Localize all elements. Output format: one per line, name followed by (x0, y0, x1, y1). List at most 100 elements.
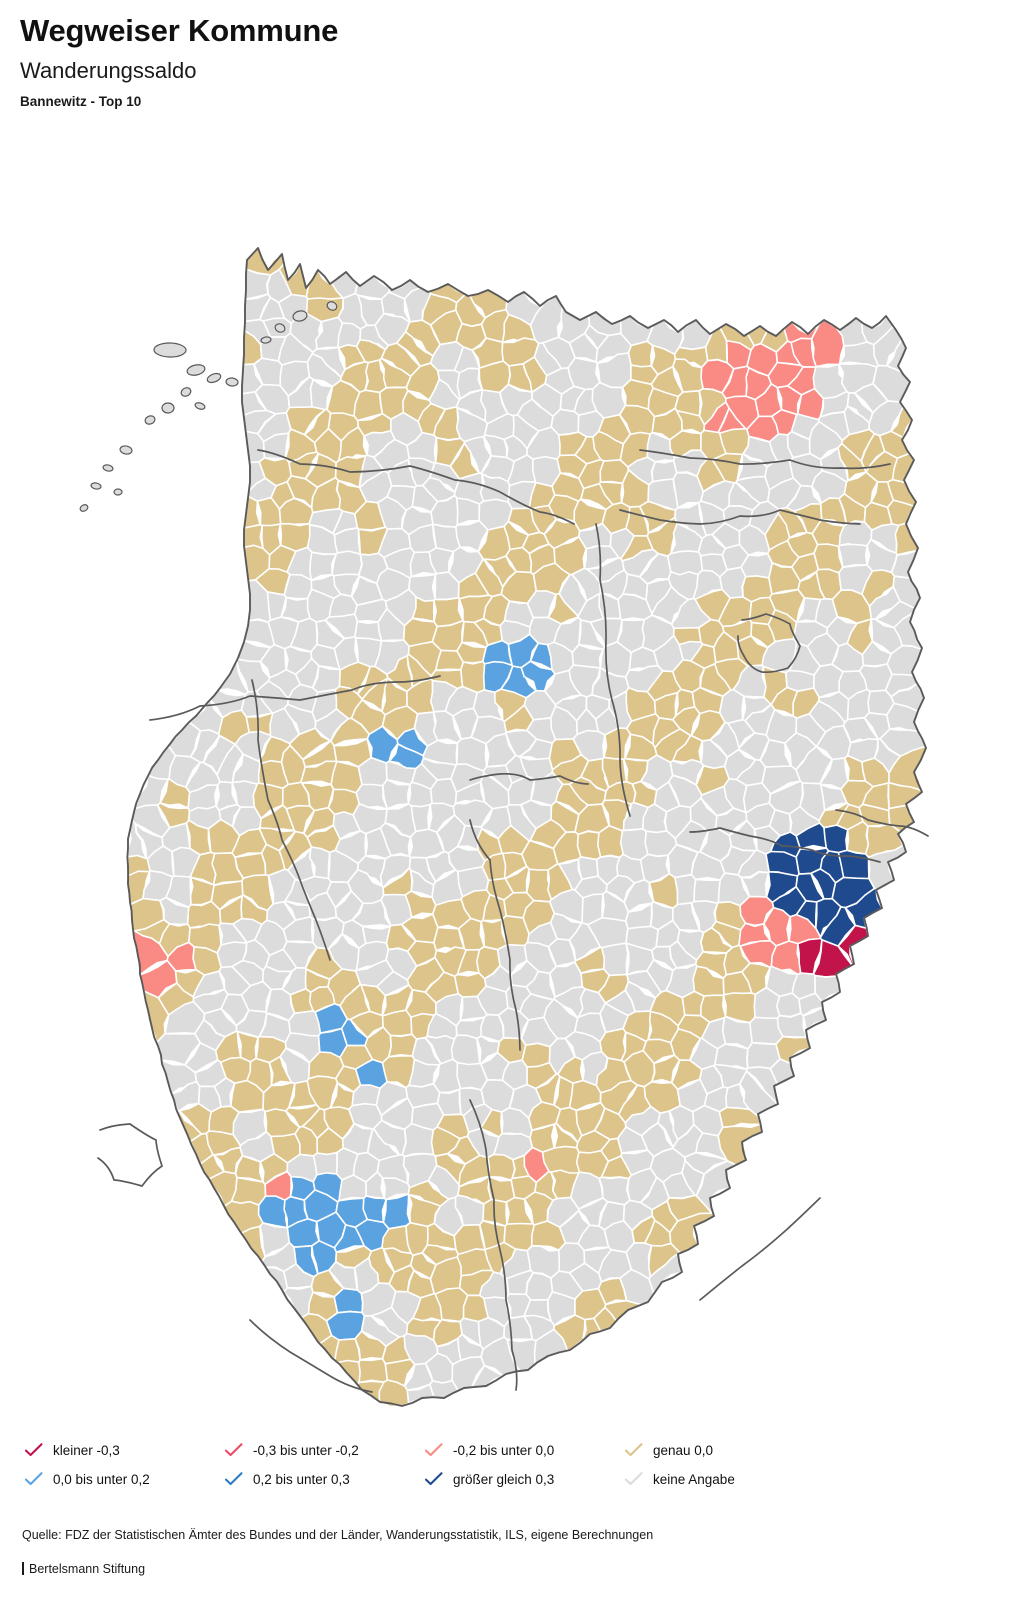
map-district[interactable] (351, 899, 392, 928)
map-district[interactable] (328, 1261, 359, 1291)
map-district[interactable] (337, 426, 368, 462)
map-district[interactable] (164, 1000, 206, 1035)
map-district[interactable] (378, 1379, 410, 1408)
map-district[interactable] (381, 1177, 411, 1201)
map-district[interactable] (837, 442, 867, 482)
map-district[interactable] (598, 481, 624, 506)
map-district[interactable] (396, 727, 429, 757)
map-district[interactable] (808, 420, 844, 461)
germany-choropleth-map[interactable] (0, 120, 1024, 1420)
map-district[interactable] (455, 519, 489, 553)
map-district[interactable] (361, 677, 388, 713)
map-district[interactable] (379, 854, 412, 889)
map-district[interactable] (411, 596, 435, 623)
map-district[interactable] (456, 497, 481, 526)
map-district[interactable] (428, 547, 455, 575)
map-district[interactable] (186, 900, 222, 929)
map-district[interactable] (282, 940, 318, 969)
map-district[interactable] (278, 497, 314, 526)
map-district[interactable] (868, 585, 901, 621)
map-district[interactable] (838, 520, 873, 549)
legend-item-00-02[interactable]: 0,0 bis unter 0,2 (24, 1471, 224, 1487)
map-district[interactable] (837, 849, 870, 882)
map-district[interactable] (333, 1287, 364, 1314)
map-district[interactable] (132, 929, 169, 976)
legend-item-ge-03[interactable]: größer gleich 0,3 (424, 1471, 624, 1487)
map-district[interactable] (139, 959, 178, 999)
map-district[interactable] (487, 1153, 516, 1181)
legend-item-03-02[interactable]: -0,3 bis unter -0,2 (224, 1442, 424, 1458)
map-district[interactable] (776, 1012, 808, 1039)
map-district[interactable] (568, 1079, 602, 1112)
map-district[interactable] (547, 592, 579, 625)
map-district[interactable] (479, 1108, 503, 1138)
map-district[interactable] (159, 778, 191, 809)
map-district[interactable] (482, 434, 508, 459)
map-district[interactable] (543, 998, 579, 1040)
map-district[interactable] (567, 357, 601, 391)
legend-item-lt-03[interactable]: kleiner -0,3 (24, 1442, 224, 1458)
map-district[interactable] (525, 1272, 554, 1301)
map-district[interactable] (476, 1035, 501, 1065)
map-district[interactable] (301, 782, 335, 812)
map-district[interactable] (452, 707, 479, 740)
map-district[interactable] (379, 822, 412, 858)
map-district[interactable] (668, 940, 698, 969)
map-district[interactable] (597, 824, 624, 859)
map-district[interactable] (159, 896, 190, 926)
map-district[interactable] (283, 573, 313, 600)
map-district[interactable] (268, 1055, 293, 1087)
map-district[interactable] (626, 1167, 658, 1204)
map-district[interactable] (350, 699, 386, 736)
map-district[interactable] (332, 573, 361, 598)
map-district[interactable] (820, 783, 848, 812)
map-district[interactable] (382, 1193, 411, 1230)
map-district[interactable] (213, 1146, 244, 1175)
map-district[interactable] (672, 471, 705, 509)
map-district[interactable] (259, 643, 287, 679)
map-district[interactable] (385, 760, 417, 786)
map-district[interactable] (362, 1195, 387, 1224)
map-district[interactable] (409, 869, 435, 899)
map-district[interactable] (547, 1291, 576, 1327)
map-district[interactable] (401, 1122, 435, 1158)
map-district[interactable] (776, 992, 802, 1018)
map-district[interactable] (693, 878, 722, 905)
map-district[interactable] (666, 550, 704, 577)
map-district[interactable] (516, 398, 554, 432)
map-district[interactable] (382, 778, 411, 810)
map-district[interactable] (650, 1054, 681, 1084)
map-district[interactable] (740, 871, 770, 898)
map-district[interactable] (454, 781, 486, 805)
map-district[interactable] (285, 804, 316, 835)
map-district[interactable] (328, 593, 358, 618)
map-district[interactable] (354, 1330, 387, 1361)
map-district[interactable] (709, 721, 740, 758)
map-district[interactable] (648, 1251, 683, 1295)
map-district[interactable] (410, 803, 431, 833)
map-district[interactable] (578, 619, 606, 651)
map-district[interactable] (310, 1269, 345, 1298)
map-district[interactable] (387, 1033, 418, 1058)
legend-item-02-03[interactable]: 0,2 bis unter 0,3 (224, 1471, 424, 1487)
map-district[interactable] (837, 543, 868, 568)
map-district[interactable] (806, 632, 840, 667)
map-district[interactable] (617, 593, 653, 621)
map-district[interactable] (230, 1176, 267, 1206)
map-district[interactable] (463, 435, 492, 475)
map-district[interactable] (530, 504, 557, 535)
map-district[interactable] (623, 878, 655, 913)
map-district[interactable] (428, 802, 456, 833)
legend-item-no-data[interactable]: keine Angabe (624, 1471, 824, 1487)
map-district[interactable] (627, 340, 654, 368)
map-district[interactable] (312, 1151, 338, 1176)
map-district[interactable] (482, 1198, 508, 1227)
map-district[interactable] (470, 1364, 504, 1389)
legend-item-exact-00[interactable]: genau 0,0 (624, 1442, 824, 1458)
map-district[interactable] (351, 1084, 381, 1107)
map-district[interactable] (819, 757, 849, 790)
map-district[interactable] (429, 1379, 460, 1399)
map-district[interactable] (331, 550, 363, 579)
map-district[interactable] (333, 738, 372, 768)
map-district[interactable] (306, 352, 342, 388)
